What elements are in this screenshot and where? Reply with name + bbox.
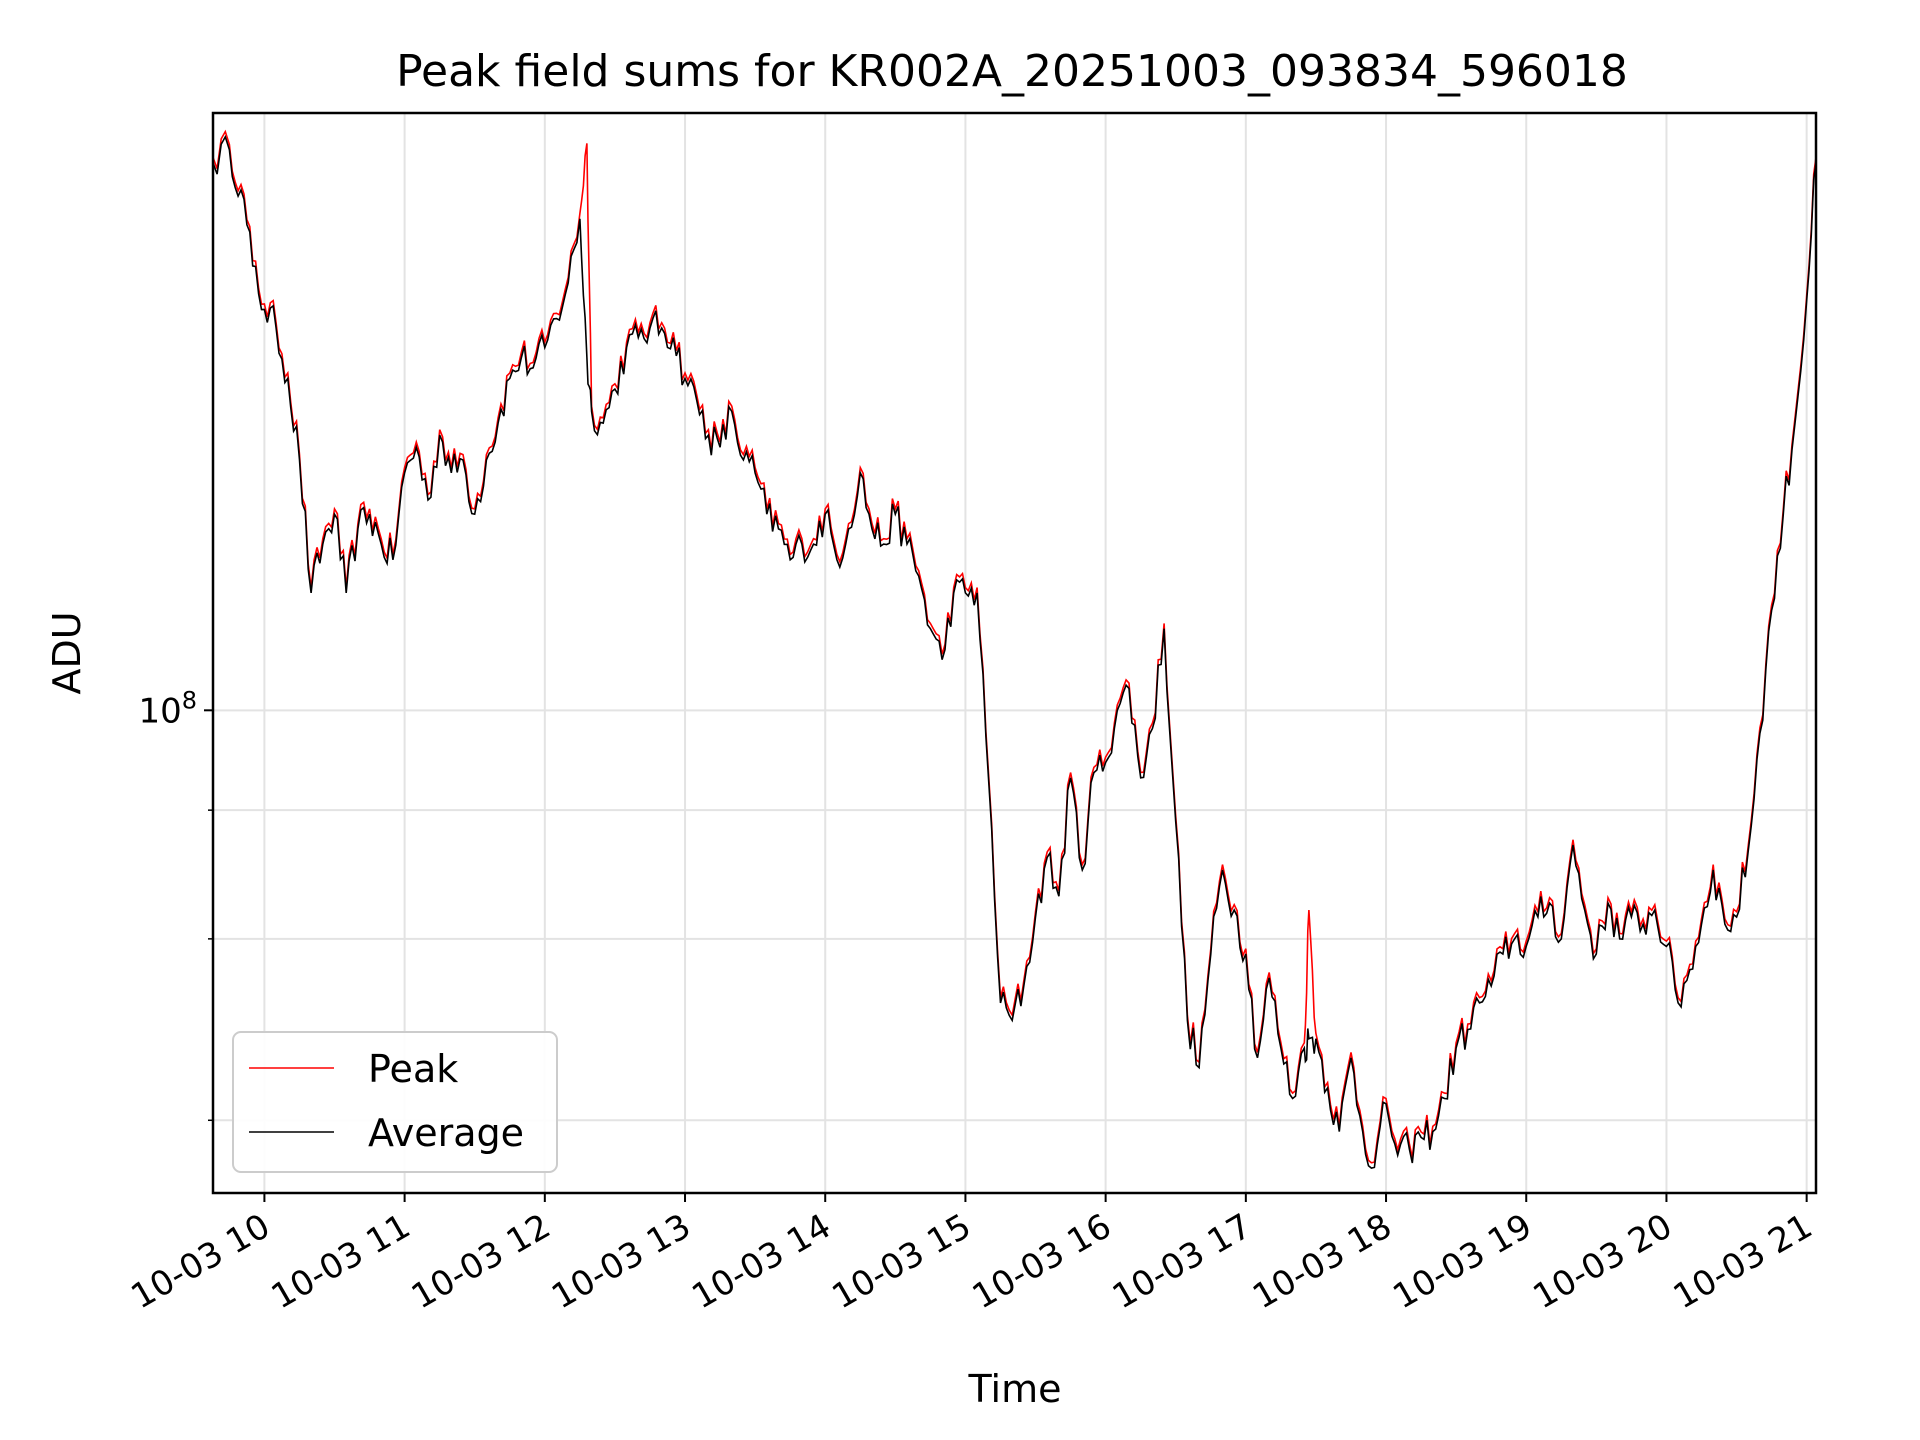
chart-title: Peak field sums for KR002A_20251003_0938… — [396, 46, 1628, 97]
series-average-line — [212, 134, 1817, 1169]
y-tick-label: 108 — [138, 686, 197, 731]
plot-area — [212, 129, 1817, 1169]
legend-peak-label: Peak — [368, 1047, 458, 1091]
legend: Peak Average — [232, 1031, 558, 1173]
y-axis-label: ADU — [45, 611, 89, 694]
y-axis: 108 — [138, 686, 213, 1122]
grid — [213, 113, 1816, 1193]
legend-average-label: Average — [368, 1111, 524, 1155]
series-peak-line — [212, 129, 1817, 1164]
plot-frame — [211, 111, 1818, 1195]
legend-box — [232, 1031, 558, 1173]
x-axis-label: Time — [968, 1367, 1062, 1411]
